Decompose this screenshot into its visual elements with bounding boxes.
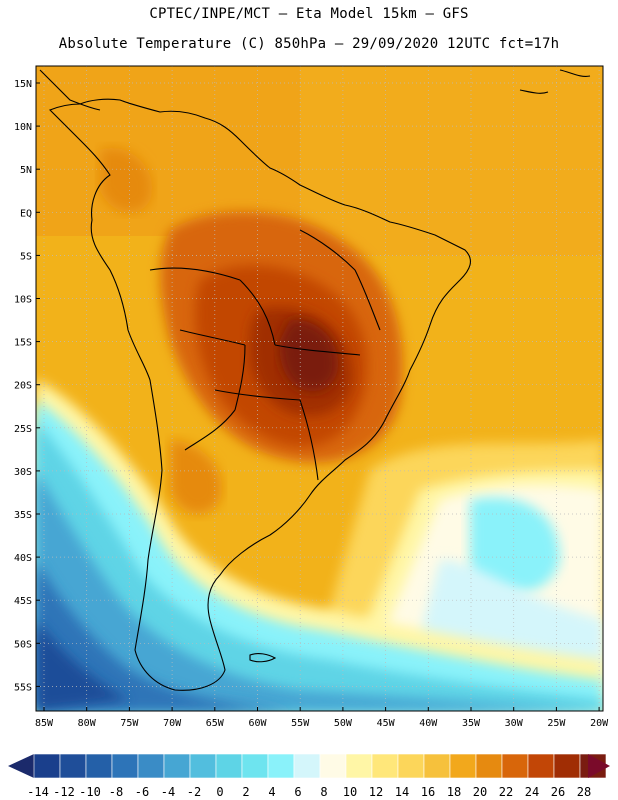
colorbar-label: 6 — [294, 785, 301, 799]
colorbar-label: 10 — [343, 785, 357, 799]
colorbar-swatch — [371, 753, 399, 779]
colorbar-swatch — [527, 753, 555, 779]
lat-label: 40S — [14, 553, 32, 564]
lon-label: 30W — [505, 718, 524, 729]
internal-borders — [149, 229, 381, 481]
lat-label: 25S — [14, 424, 32, 435]
colorbar-label: 24 — [525, 785, 539, 799]
colorbar-swatch — [553, 753, 581, 779]
lon-label: 40W — [419, 718, 438, 729]
south-america-outline — [49, 98, 471, 691]
colorbar-swatch — [189, 753, 217, 779]
central-america — [39, 69, 101, 111]
lon-label: 45W — [377, 718, 396, 729]
colorbar-swatch — [215, 753, 243, 779]
lon-label: 75W — [120, 718, 139, 729]
colorbar-label: 0 — [216, 785, 223, 799]
lat-label: 55S — [14, 682, 32, 693]
lat-label: 15S — [14, 338, 32, 349]
colorbar-label: -14 — [27, 785, 49, 799]
lat-label: 20S — [14, 381, 32, 392]
colorbar-swatch — [241, 753, 269, 779]
colorbar-swatch — [59, 753, 87, 779]
colorbar-label: -8 — [109, 785, 123, 799]
colorbar-label: -6 — [135, 785, 149, 799]
longitude-labels: 85W 80W 75W 70W 65W 60W 55W 50W 45W 40W 35W 30W 25W 2… — [35, 707, 609, 729]
lon-label: 60W — [248, 718, 267, 729]
colorbar-label: -12 — [53, 785, 75, 799]
lat-label: 45S — [14, 596, 32, 607]
colorbar-label: 20 — [473, 785, 487, 799]
lat-label: EQ — [20, 208, 32, 219]
lon-label: 80W — [78, 718, 97, 729]
colorbar-swatch — [267, 753, 295, 779]
coastlines — [39, 69, 591, 691]
falkland-islands — [249, 653, 277, 663]
colorbar-label: -2 — [187, 785, 201, 799]
lat-label: 35S — [14, 510, 32, 521]
colorbar-label: 16 — [421, 785, 435, 799]
temperature-field — [36, 66, 603, 711]
colorbar-label: 2 — [242, 785, 249, 799]
colorbar-label: -10 — [79, 785, 101, 799]
title-line-1: CPTEC/INPE/MCT – Eta Model 15km – GFS — [149, 6, 469, 22]
lat-label: 5S — [20, 251, 32, 262]
colorbar-swatch — [319, 753, 347, 779]
colorbar-high-arrow — [588, 754, 610, 778]
colorbar-swatch — [449, 753, 477, 779]
lat-label: 10N — [14, 122, 32, 133]
graticule — [36, 66, 603, 711]
colorbar-swatch — [397, 753, 425, 779]
latitude-labels: 15N 10N 5N EQ 5S 10S 15S 20S 25S 30S 35S 40S 45S 50S 5… — [14, 79, 40, 693]
colorbar-label: 28 — [577, 785, 591, 799]
colorbar-swatch — [345, 753, 373, 779]
lon-label: 35W — [462, 718, 481, 729]
colorbar-low-arrow — [8, 754, 34, 778]
colorbar-swatch — [33, 753, 61, 779]
lon-label: 65W — [206, 718, 225, 729]
colorbar-swatch — [111, 753, 139, 779]
colorbar-label: 18 — [447, 785, 461, 799]
lon-label: 85W — [35, 718, 54, 729]
lat-label: 10S — [14, 295, 32, 306]
title-line-2: Absolute Temperature (C) 850hPa – 29/09/… — [58, 36, 560, 52]
colorbar-label: -4 — [161, 785, 175, 799]
colorbar-swatch — [137, 753, 165, 779]
colorbar-swatch — [501, 753, 529, 779]
colorbar-swatch — [423, 753, 451, 779]
lon-label: 20W — [590, 718, 609, 729]
lon-label: 50W — [334, 718, 353, 729]
colorbar-label: 4 — [268, 785, 275, 799]
colorbar-swatch — [475, 753, 503, 779]
colorbar-swatch — [293, 753, 321, 779]
lat-label: 5N — [20, 165, 32, 176]
lon-label: 55W — [291, 718, 310, 729]
lon-label: 70W — [163, 718, 182, 729]
colorbar-label: 26 — [551, 785, 565, 799]
colorbar-swatch — [163, 753, 191, 779]
colorbar-label: 8 — [320, 785, 327, 799]
colorbar-label: 14 — [395, 785, 409, 799]
lat-label: 15N — [14, 79, 32, 90]
lat-label: 50S — [14, 639, 32, 650]
lat-label: 30S — [14, 467, 32, 478]
colorbar-label: 22 — [499, 785, 513, 799]
colorbar-swatch — [85, 753, 113, 779]
lon-label: 25W — [547, 718, 566, 729]
colorbar: -14 -12 -10 -8 -6 -4 -2 0 2 4 6 8 10 12 14 16 18 20 22 24 26… — [8, 753, 610, 799]
caribbean-islands — [519, 69, 591, 94]
map-frame — [35, 65, 604, 712]
colorbar-label: 12 — [369, 785, 383, 799]
